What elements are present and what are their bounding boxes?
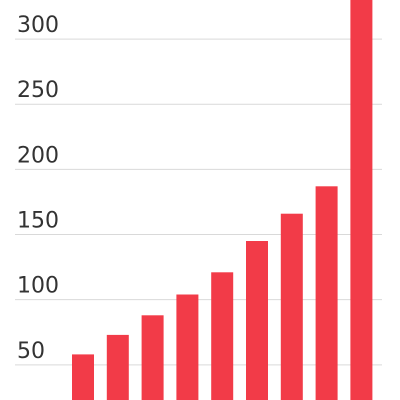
bar-4 <box>176 294 199 400</box>
bar-8 <box>315 186 338 400</box>
bar-6 <box>246 241 268 400</box>
y-tick-label-250: 250 <box>17 78 59 103</box>
y-axis-tick-labels: 50 100 150 200 250 300 <box>17 13 59 364</box>
bars <box>72 0 373 400</box>
bar-2 <box>106 334 129 400</box>
y-tick-label-150: 150 <box>17 209 59 234</box>
y-tick-label-300: 300 <box>17 13 59 38</box>
bar-7 <box>280 213 303 400</box>
y-tick-label-200: 200 <box>17 143 59 168</box>
y-tick-label-100: 100 <box>17 274 59 299</box>
bar-5 <box>211 272 234 400</box>
bar-1 <box>72 354 94 400</box>
bar-3 <box>141 315 164 400</box>
y-tick-label-50: 50 <box>17 339 45 364</box>
bar-9 <box>350 0 373 400</box>
